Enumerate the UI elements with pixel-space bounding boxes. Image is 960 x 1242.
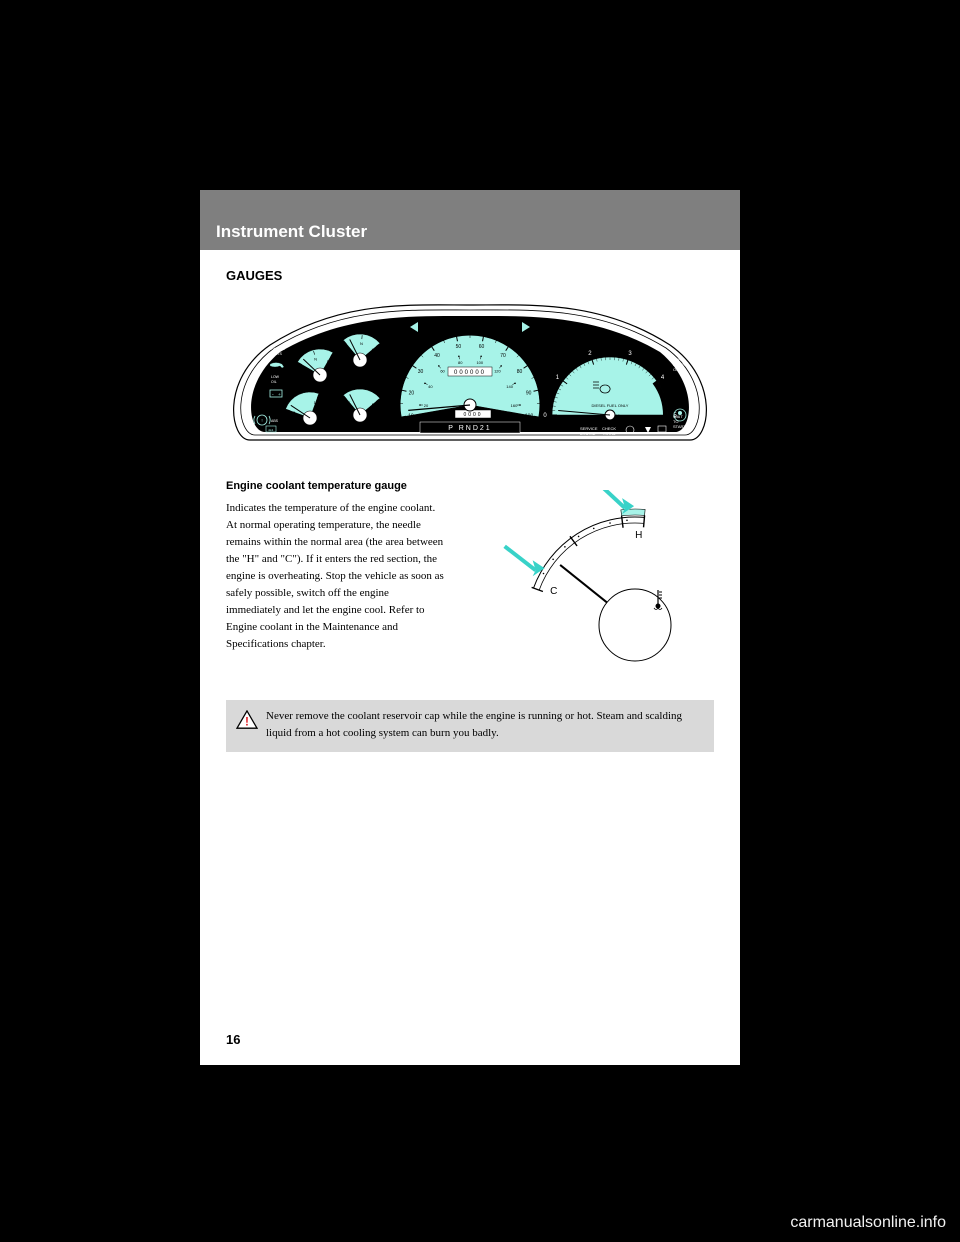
svg-text:ABS: ABS [271, 419, 279, 423]
svg-text:100: 100 [476, 360, 483, 365]
svg-text:120: 120 [494, 369, 501, 374]
section-header: Instrument Cluster [200, 190, 740, 250]
warning-text: Never remove the coolant reservoir cap w… [266, 710, 682, 739]
svg-text:40: 40 [428, 384, 433, 389]
svg-text:50: 50 [456, 344, 462, 350]
svg-text:FASTEN: FASTEN [271, 347, 285, 351]
svg-text:80: 80 [458, 360, 463, 365]
svg-text:18: 18 [314, 400, 319, 405]
svg-text:60: 60 [440, 369, 445, 374]
svg-text:ENGINE: ENGINE [580, 431, 596, 436]
watermark: carmanualsonline.info [790, 1214, 946, 1232]
svg-text:0000: 0000 [463, 412, 482, 418]
svg-text:N: N [360, 341, 363, 346]
svg-text:60: 60 [479, 344, 485, 350]
section-title: Instrument Cluster [216, 222, 367, 242]
cluster-svg: LNH LNH 818 EF 1020304050607080901002040… [210, 290, 730, 460]
svg-text:40: 40 [434, 353, 440, 359]
temp-gauge-body: Indicates the temperature of the engine … [226, 500, 446, 653]
svg-text:E: E [348, 400, 351, 405]
page-number: 16 [226, 1032, 240, 1047]
svg-text:START: START [673, 424, 686, 429]
svg-text:LOW: LOW [271, 375, 280, 379]
svg-text:4x4: 4x4 [268, 428, 274, 432]
svg-text:!: ! [261, 418, 262, 423]
svg-text:H: H [327, 358, 330, 363]
svg-text:DIESEL FUEL ONLY: DIESEL FUEL ONLY [592, 403, 629, 408]
warning-icon: ! [236, 710, 258, 730]
svg-text:H: H [372, 347, 375, 352]
svg-text:70: 70 [500, 353, 506, 359]
svg-text:H: H [635, 530, 642, 541]
svg-text:90: 90 [526, 390, 532, 396]
svg-text:ON: ON [673, 367, 679, 372]
svg-text:MPH: MPH [443, 413, 455, 419]
svg-text:80: 80 [517, 369, 523, 375]
svg-text:BELTS: BELTS [271, 352, 282, 356]
svg-text:+: + [278, 393, 281, 398]
temp-gauge-diagram: C H [465, 490, 715, 670]
svg-text:20: 20 [424, 403, 429, 408]
svg-text:20: 20 [409, 390, 415, 396]
svg-text:OIL: OIL [271, 380, 277, 384]
svg-text:km/h: km/h [494, 413, 503, 418]
svg-text:10: 10 [408, 413, 414, 419]
svg-text:TRANS: TRANS [602, 431, 616, 436]
svg-text:160: 160 [511, 403, 518, 408]
temp-gauge-heading: Engine coolant temperature gauge [226, 480, 407, 492]
svg-text:C: C [550, 586, 557, 597]
instrument-cluster-diagram: LNH LNH 818 EF 1020304050607080901002040… [210, 290, 730, 460]
manual-page: Instrument Cluster GAUGES LNH LNH 818 EF… [200, 190, 740, 1065]
warning-callout: ! Never remove the coolant reservoir cap… [226, 700, 714, 752]
svg-text:000000: 000000 [454, 370, 486, 376]
svg-text:P RND21: P RND21 [448, 425, 491, 432]
svg-text:100: 100 [525, 413, 534, 419]
gauges-heading: GAUGES [226, 268, 282, 283]
temp-gauge-svg: C H [465, 490, 715, 670]
svg-text:!: ! [245, 714, 249, 728]
svg-text:30: 30 [418, 369, 424, 375]
svg-text:N: N [314, 357, 317, 362]
